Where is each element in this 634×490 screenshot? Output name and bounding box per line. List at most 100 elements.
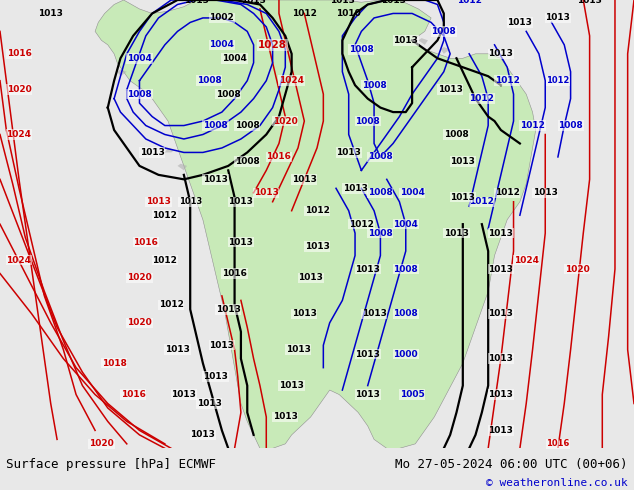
Text: 1008: 1008: [368, 188, 393, 197]
Text: 1008: 1008: [361, 81, 387, 90]
Text: 1008: 1008: [127, 90, 152, 98]
Text: 1013: 1013: [216, 305, 241, 314]
Text: 1002: 1002: [209, 13, 235, 23]
Text: Surface pressure [hPa] ECMWF: Surface pressure [hPa] ECMWF: [6, 458, 216, 471]
Text: 1013: 1013: [545, 13, 571, 23]
Text: 1004: 1004: [399, 188, 425, 197]
Text: 1008: 1008: [355, 117, 380, 125]
Text: 1013: 1013: [273, 413, 298, 421]
Text: 1013: 1013: [533, 188, 558, 197]
Text: 1016: 1016: [120, 390, 146, 399]
Text: 1013: 1013: [165, 345, 190, 354]
Text: 1020: 1020: [273, 117, 298, 125]
Text: 1013: 1013: [361, 309, 387, 318]
Text: 1013: 1013: [488, 229, 514, 238]
Text: 1013: 1013: [577, 0, 602, 4]
Text: 1012: 1012: [495, 76, 520, 85]
Text: 1016: 1016: [222, 269, 247, 278]
Text: 1005: 1005: [399, 390, 425, 399]
Text: 1013: 1013: [444, 229, 469, 238]
Text: © weatheronline.co.uk: © weatheronline.co.uk: [486, 477, 628, 488]
Text: 1013: 1013: [437, 85, 463, 94]
Text: 1012: 1012: [469, 197, 495, 206]
Text: 1013: 1013: [171, 390, 197, 399]
Text: 1013: 1013: [279, 381, 304, 390]
Text: 1008: 1008: [558, 121, 583, 130]
Text: 1013: 1013: [380, 0, 406, 4]
Text: 1008: 1008: [444, 130, 469, 139]
Text: 1024: 1024: [6, 130, 32, 139]
Text: 1013: 1013: [203, 372, 228, 381]
Polygon shape: [165, 148, 174, 152]
Text: 1008: 1008: [431, 27, 456, 36]
Text: 1013: 1013: [298, 273, 323, 282]
Text: 1012: 1012: [292, 9, 317, 18]
Text: Mo 27-05-2024 06:00 UTC (00+06): Mo 27-05-2024 06:00 UTC (00+06): [395, 458, 628, 471]
Text: 1013: 1013: [488, 49, 514, 58]
Polygon shape: [418, 38, 428, 45]
Text: 1008: 1008: [368, 229, 393, 238]
Text: 1008: 1008: [349, 45, 374, 54]
Text: 1008: 1008: [216, 90, 241, 98]
Text: 1020: 1020: [89, 440, 114, 448]
Text: 1024: 1024: [279, 76, 304, 85]
Text: 1016: 1016: [6, 49, 32, 58]
Text: 1016: 1016: [547, 440, 569, 448]
Text: 1024: 1024: [514, 256, 539, 265]
Text: 1008: 1008: [368, 152, 393, 161]
Text: 1020: 1020: [127, 273, 152, 282]
Text: 1013: 1013: [450, 193, 476, 202]
Text: 1013: 1013: [393, 36, 418, 45]
Text: 1012: 1012: [520, 121, 545, 130]
Text: 1004: 1004: [393, 220, 418, 229]
Text: 1013: 1013: [450, 157, 476, 166]
Polygon shape: [117, 70, 127, 76]
Text: 1013: 1013: [241, 0, 266, 4]
Text: 1012: 1012: [152, 256, 178, 265]
Text: 1018: 1018: [101, 359, 127, 368]
Text: 1013: 1013: [488, 426, 514, 435]
Text: 1013: 1013: [139, 148, 165, 157]
Text: 1008: 1008: [393, 309, 418, 318]
Text: 1013: 1013: [228, 238, 254, 246]
Text: 1013: 1013: [488, 265, 514, 273]
Text: 1012: 1012: [456, 0, 482, 4]
Text: 1020: 1020: [127, 318, 152, 327]
Text: 1013: 1013: [292, 175, 317, 184]
Text: 1013: 1013: [285, 345, 311, 354]
Text: 1008: 1008: [235, 121, 260, 130]
Text: 1028: 1028: [258, 40, 287, 50]
Text: 1008: 1008: [393, 265, 418, 273]
Text: 1013: 1013: [355, 350, 380, 359]
Text: 1008: 1008: [203, 121, 228, 130]
Text: 1004: 1004: [127, 54, 152, 63]
Text: 1013: 1013: [228, 197, 254, 206]
Text: 1004: 1004: [209, 40, 235, 49]
Text: 1013: 1013: [488, 390, 514, 399]
Text: 1013: 1013: [292, 309, 317, 318]
Text: 1013: 1013: [342, 184, 368, 193]
Text: 1008: 1008: [197, 76, 222, 85]
Text: 1013: 1013: [184, 0, 209, 4]
Text: 1012: 1012: [304, 206, 330, 215]
Text: 1012: 1012: [349, 220, 374, 229]
Text: 1004: 1004: [222, 54, 247, 63]
Text: 1012: 1012: [152, 211, 178, 220]
Text: 1012: 1012: [495, 188, 520, 197]
Text: 1020: 1020: [564, 265, 590, 273]
Text: 1013: 1013: [209, 341, 235, 350]
Text: 1013: 1013: [203, 175, 228, 184]
Polygon shape: [178, 164, 187, 171]
Text: 1013: 1013: [179, 197, 202, 206]
Text: 1013: 1013: [488, 309, 514, 318]
Text: 1013: 1013: [38, 9, 63, 18]
Polygon shape: [95, 0, 536, 448]
Text: 1012: 1012: [469, 94, 495, 103]
Text: 1008: 1008: [235, 157, 260, 166]
Text: 1012: 1012: [158, 300, 184, 309]
Text: 1013: 1013: [304, 242, 330, 251]
Text: 1012: 1012: [547, 76, 569, 85]
Text: 1013: 1013: [190, 430, 216, 440]
Text: 1020: 1020: [6, 85, 32, 94]
Text: 1013: 1013: [197, 399, 222, 408]
